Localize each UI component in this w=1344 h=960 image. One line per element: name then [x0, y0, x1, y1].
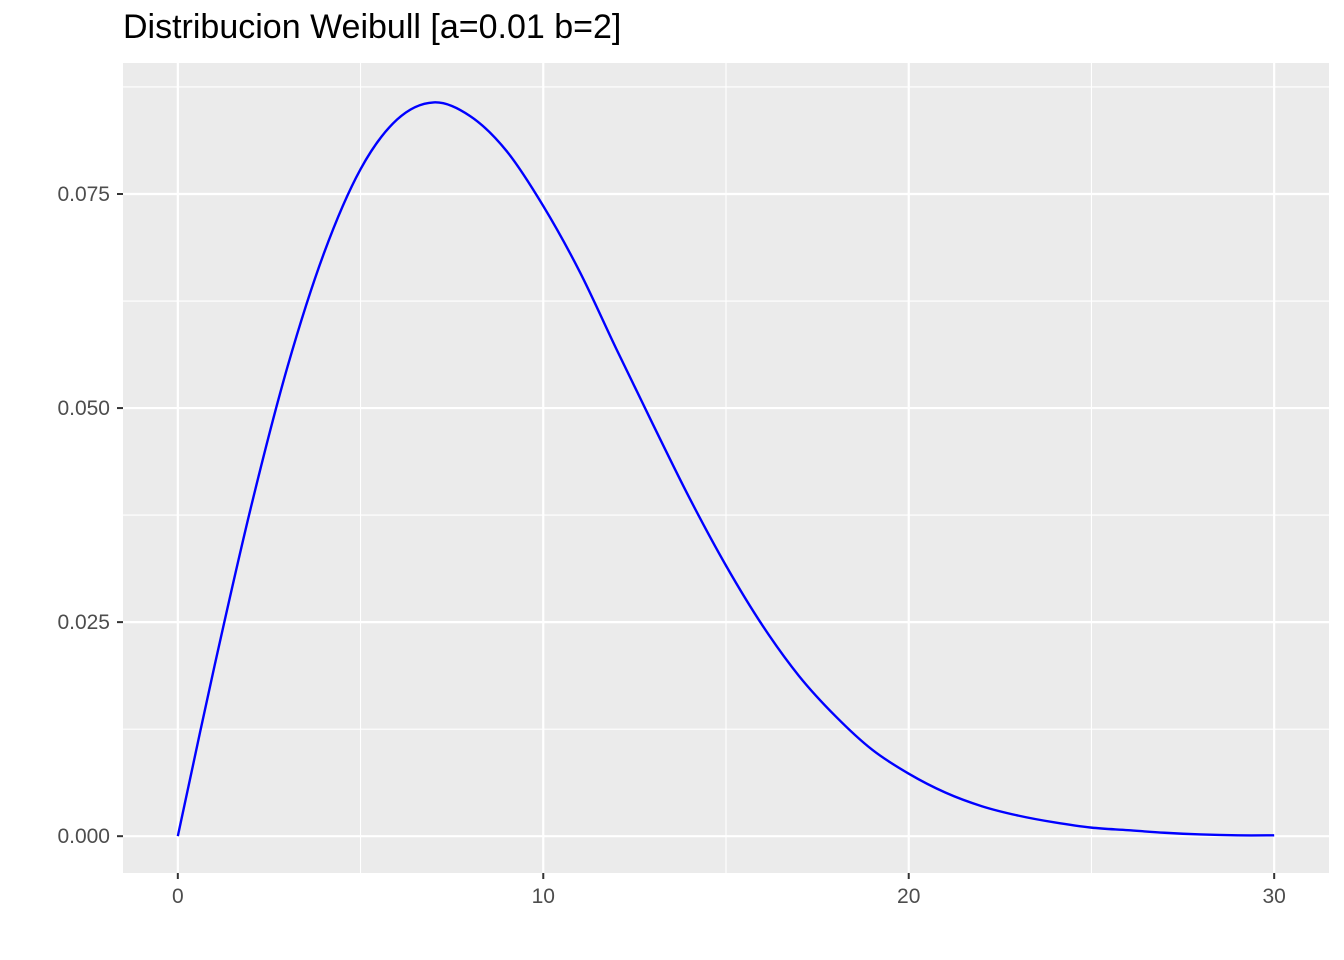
y-tick-label: 0.075 — [57, 183, 110, 206]
series-layer — [176, 101, 1275, 837]
y-axis: 0.000 0.025 0.050 0.075 — [57, 183, 123, 848]
x-tick-label: 10 — [532, 885, 555, 908]
x-axis: 0 10 20 30 — [172, 873, 1286, 908]
x-tick-label: 20 — [897, 885, 920, 908]
y-tick-label: 0.000 — [57, 825, 110, 848]
chart-title: Distribucion Weibull [a=0.01 b=2] — [123, 8, 622, 46]
series-line-density — [176, 101, 1275, 837]
x-tick-label: 30 — [1263, 885, 1286, 908]
grid-minor — [123, 63, 1329, 873]
y-tick-label: 0.025 — [57, 611, 110, 634]
y-tick-label: 0.050 — [57, 397, 110, 420]
grid-major — [123, 63, 1329, 873]
x-tick-label: 0 — [172, 885, 184, 908]
